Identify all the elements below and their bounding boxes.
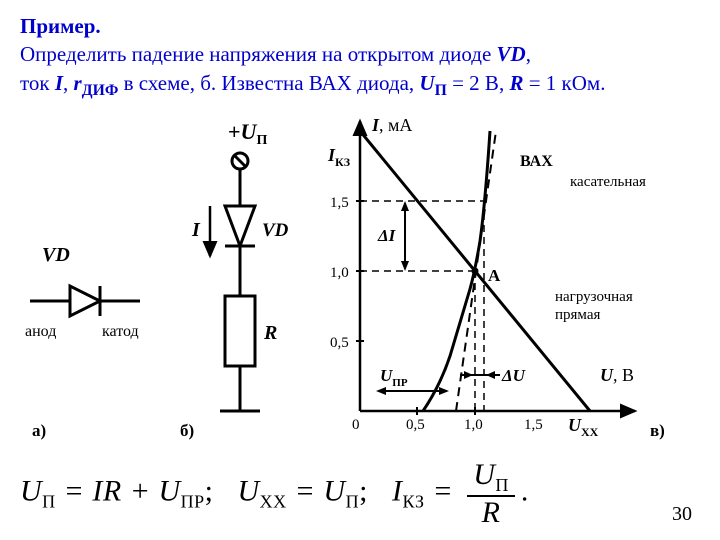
formula-row: UП = IR + UПР; UXX = UП; IКЗ = UПR.	[20, 459, 700, 528]
panel-b: +UП I VD R б)	[180, 119, 289, 440]
ytick-15: 1,5	[330, 195, 349, 211]
up-plus-label: +UП	[228, 119, 267, 148]
tangent-label: касательная	[570, 174, 646, 190]
panel-a: VD анод катод а)	[25, 244, 140, 440]
Uxx-label: UXX	[568, 415, 599, 439]
deltaI-label: ΔI	[377, 226, 397, 245]
page-number: 30	[672, 503, 692, 526]
vax-label: ВАХ	[520, 153, 553, 170]
deltaU-label: ΔU	[501, 366, 526, 385]
cathode-label: катод	[102, 323, 139, 340]
xtick-15: 1,5	[524, 417, 543, 433]
xtick-0: 0	[352, 417, 360, 433]
vd-label-left: VD	[42, 244, 70, 266]
load-line-label2: прямая	[555, 307, 600, 323]
vd-label-right: VD	[262, 220, 289, 241]
title-bold: Пример.	[20, 14, 101, 38]
ytick-10: 1,0	[330, 265, 349, 281]
panel-b-label: б)	[180, 421, 194, 440]
y-axis-label: I, мА	[371, 115, 412, 135]
panel-c-label: в)	[650, 421, 665, 440]
diagram-area: VD анод катод а) +UП I VD R б) I, мА	[20, 111, 700, 451]
panel-c-chart: I, мА U, В 0,5 1,0 1,5 IКЗ 0 0,5 1,0 1,5…	[327, 115, 665, 440]
ytick-05: 0,5	[330, 335, 349, 351]
xtick-05: 0,5	[406, 417, 425, 433]
I-arrow-label: I	[191, 219, 201, 241]
R-label: R	[263, 322, 277, 344]
point-A-dot	[472, 268, 479, 275]
anode-label: анод	[25, 323, 56, 340]
x-axis-label: U, В	[600, 365, 634, 385]
panel-a-label: а)	[32, 421, 46, 440]
diagram-svg: VD анод катод а) +UП I VD R б) I, мА	[20, 111, 700, 451]
xtick-10: 1,0	[464, 417, 483, 433]
Ikz-label: IКЗ	[327, 145, 350, 169]
point-A-label: A	[488, 266, 501, 285]
Upr-label: UПР	[380, 366, 408, 389]
load-line-label1: нагрузочная	[555, 289, 633, 305]
problem-title: Пример. Определить падение напряжения на…	[20, 12, 700, 101]
